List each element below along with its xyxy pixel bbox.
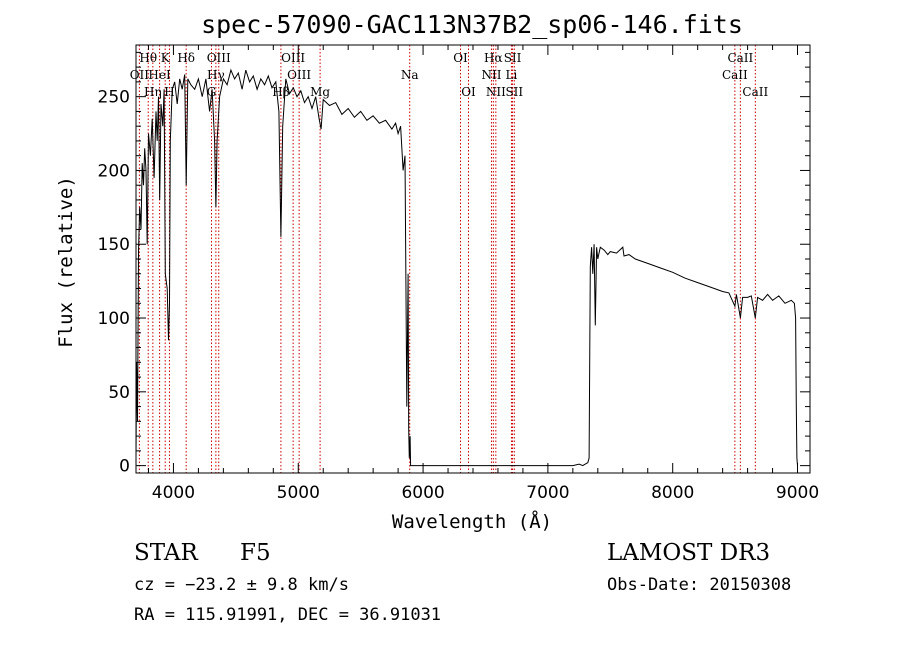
spectral-line-label: NII <box>486 85 506 99</box>
spectral-line-label: Mg <box>310 85 330 99</box>
spectral-line-label: H <box>164 85 174 99</box>
spectral-line-label: HeI <box>148 68 171 82</box>
spectral-line-label: Na <box>401 68 419 82</box>
spectral-line-label: Hα <box>484 51 503 65</box>
spectral-line-label: SII <box>504 51 522 65</box>
spectral-line-label: Hθ <box>139 51 157 65</box>
y-tick-label: 250 <box>98 88 130 108</box>
x-tick-label: 4000 <box>152 483 195 503</box>
spectral-line-label: Hη <box>144 85 162 99</box>
spectral-line-label: OIII <box>207 51 231 65</box>
x-tick-label: 7000 <box>526 483 569 503</box>
spectral-line-label: NII <box>481 68 501 82</box>
x-axis-ticks: 4000 5000 6000 7000 8000 9000 <box>147 45 819 503</box>
observation-date: Obs-Date: 20150308 <box>607 575 791 595</box>
y-axis-label: Flux (relative) <box>55 176 77 348</box>
spectral-line-label: CaII <box>742 85 768 99</box>
spectral-line-label: Li <box>506 68 518 82</box>
y-tick-label: 50 <box>108 383 130 403</box>
spectral-line-label: OI <box>453 51 468 65</box>
x-axis-label: Wavelength (Å) <box>392 510 552 533</box>
spectral-line-label: OII <box>130 68 150 82</box>
x-tick-label: 8000 <box>651 483 694 503</box>
spectral-line-label: OIII <box>281 51 305 65</box>
spectral-line-markers <box>138 45 756 473</box>
spectral-line-label: Hγ <box>207 68 225 82</box>
spectral-line-label: CaII <box>722 68 748 82</box>
spectral-line-label: SII <box>505 85 523 99</box>
object-class: STAR <box>134 540 198 566</box>
y-tick-label: 0 <box>119 457 130 477</box>
redshift-value: cz = −23.2 ± 9.8 km/s <box>134 575 349 595</box>
x-tick-label: 6000 <box>401 483 444 503</box>
spectral-line-label: Hβ <box>272 85 289 99</box>
x-tick-label: 5000 <box>277 483 320 503</box>
coordinates: RA = 115.91991, DEC = 36.91031 <box>134 605 441 625</box>
spectral-line-label: Hδ <box>177 51 195 65</box>
survey-name: LAMOST DR3 <box>607 540 770 566</box>
y-tick-label: 100 <box>98 309 130 329</box>
x-tick-label: 9000 <box>776 483 819 503</box>
spectral-line-label: K <box>161 51 171 65</box>
y-tick-label: 150 <box>98 235 130 255</box>
spectrum-series-line <box>135 68 798 467</box>
spectral-line-label: OIII <box>287 68 311 82</box>
spectral-line-label: CaII <box>727 51 753 65</box>
spectral-line-label: OI <box>461 85 476 99</box>
chart-title: spec-57090-GAC113N37B2_sp06-146.fits <box>201 10 743 39</box>
object-subclass: F5 <box>240 540 271 566</box>
y-axis-ticks: 0 50 100 150 200 250 <box>98 51 810 477</box>
y-tick-label: 200 <box>98 161 130 181</box>
